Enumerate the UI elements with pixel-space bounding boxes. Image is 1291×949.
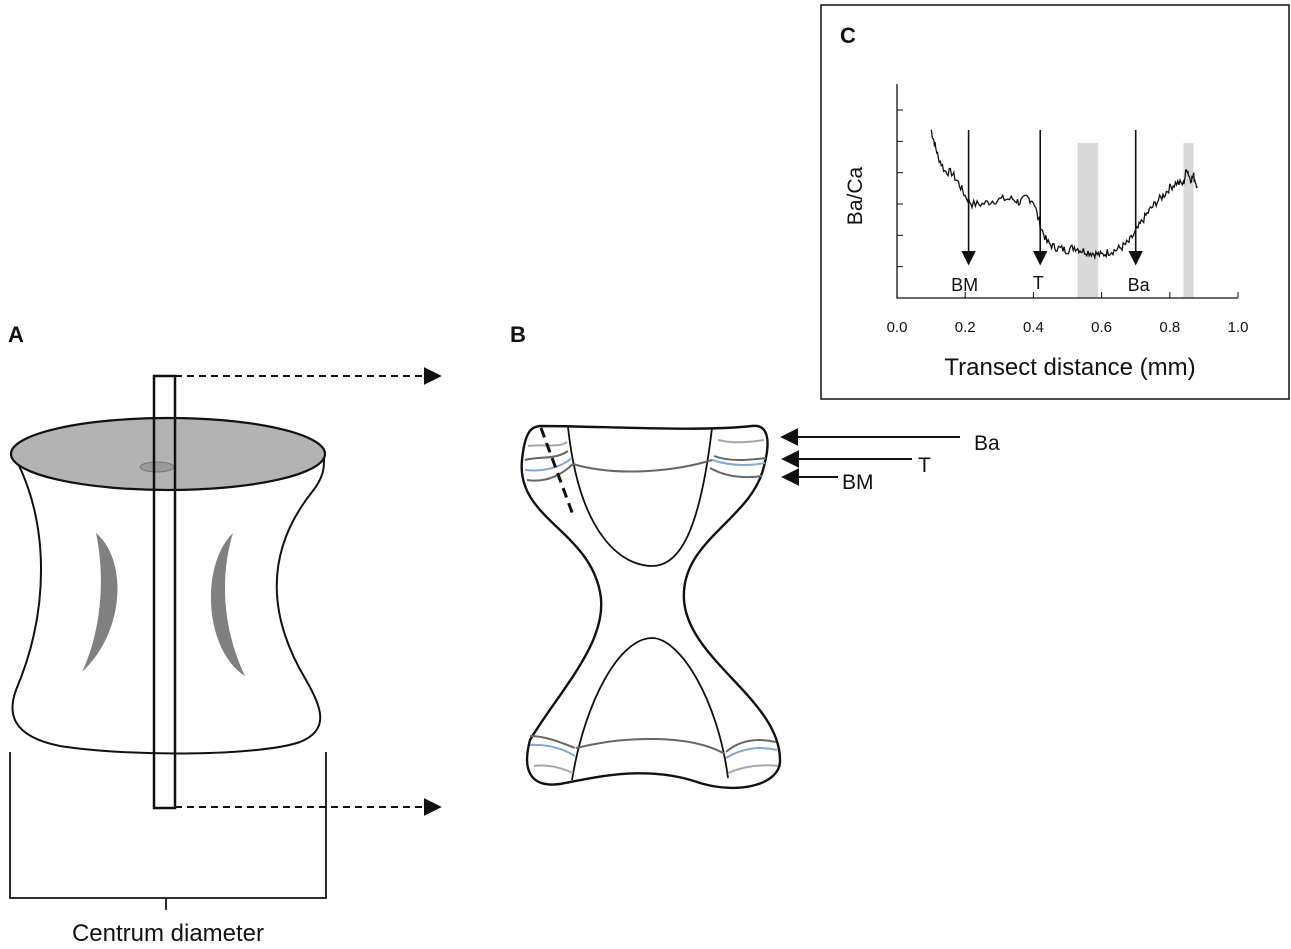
- chart-y-axis-label: Ba/Ca: [844, 167, 867, 226]
- x-tick-label: 0.8: [1159, 319, 1180, 336]
- growth-band-lower-arc: [575, 737, 726, 755]
- event-label-bm: BM: [951, 275, 978, 295]
- event-label-ba: Ba: [1128, 275, 1151, 295]
- vertebra-section-outline: [520, 424, 782, 790]
- chart-x-axis-label: Transect distance (mm): [944, 354, 1195, 381]
- x-tick-label: 0.2: [955, 319, 976, 336]
- chart-event-arrows: BM T Ba: [951, 130, 1151, 295]
- shaded-region-1: [1183, 143, 1194, 298]
- panel-b: B: [510, 322, 1000, 790]
- x-tick-label: 0.6: [1091, 319, 1112, 336]
- growth-bands-bottom-left: [529, 735, 576, 774]
- event-label-t: T: [1033, 273, 1044, 293]
- right-crescent-mark: [210, 533, 245, 676]
- x-tick-label: 1.0: [1228, 319, 1249, 336]
- panel-b-letter: B: [510, 322, 526, 347]
- growth-band-upper-arc: [572, 459, 713, 473]
- chart-x-ticks: 0.0 0.2 0.4 0.6 0.8 1.0: [887, 292, 1249, 336]
- transect-section-slab: [152, 374, 177, 810]
- vertebra-body-outline: [11, 451, 326, 755]
- panel-a-letter: A: [8, 322, 24, 347]
- panel-c-letter: C: [840, 23, 856, 48]
- panel-c-frame: [820, 4, 1290, 400]
- growth-bands-bottom-right: [725, 739, 779, 774]
- centrum-diameter-label: Centrum diameter: [72, 920, 264, 947]
- left-crescent-mark: [82, 533, 118, 672]
- x-tick-label: 0.4: [1023, 319, 1044, 336]
- chart-series-line: [930, 129, 1198, 261]
- x-tick-label: 0.0: [887, 319, 908, 336]
- label-bm: BM: [842, 471, 874, 494]
- label-t: T: [918, 454, 931, 477]
- growth-bands-top-left: [524, 441, 574, 482]
- upper-cone-inner: [567, 426, 713, 567]
- chart-y-ticks: [897, 109, 903, 299]
- panel-a: A Centrum diameter: [8, 322, 442, 947]
- notochord-pit: [139, 461, 175, 473]
- centrum-diameter-bracket: [9, 752, 327, 910]
- chart-shaded-regions: [1077, 143, 1194, 298]
- shaded-region-0: [1077, 143, 1099, 298]
- vertebra-top-disc: [9, 416, 327, 492]
- label-ba: Ba: [974, 432, 1000, 455]
- panel-c: C 0.0 0.2 0.4 0.6 0.8 1.0 BM T Ba Ba/Ca Transec…: [820, 4, 1290, 400]
- growth-bands-top-right: [709, 439, 767, 478]
- lower-cone-inner: [571, 637, 729, 781]
